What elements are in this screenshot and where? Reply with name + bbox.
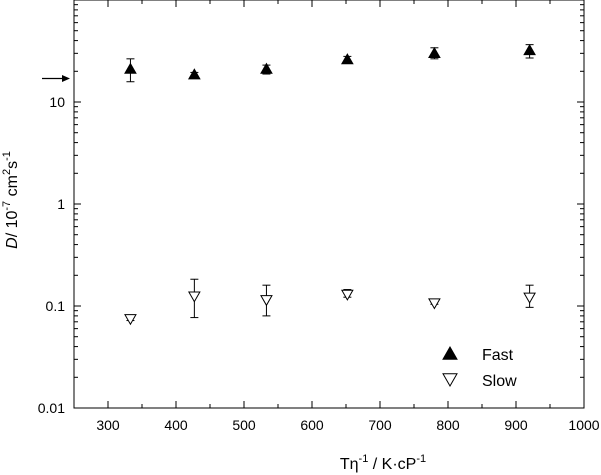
y-tick-label: 1 (57, 196, 65, 212)
marker-slow (340, 289, 354, 301)
data-series (124, 43, 536, 326)
x-tick-label: 800 (436, 417, 460, 433)
marker-slow (442, 373, 458, 388)
y-axis-title: D/ 10-7 cm2s-1 (1, 151, 21, 249)
marker-slow (523, 292, 536, 304)
x-axis-title: Tη-1 / K·cP-1 (340, 453, 426, 473)
arrow-head (62, 74, 70, 82)
marker-slow (124, 314, 137, 326)
legend-label-fast: Fast (482, 347, 514, 364)
marker-fast (187, 68, 201, 80)
marker-fast (340, 53, 354, 65)
marker-fast (124, 62, 137, 74)
marker-fast (523, 43, 536, 56)
marker-fast (428, 46, 441, 58)
marker-slow (260, 295, 273, 307)
y-tick-label: 0.01 (38, 400, 65, 416)
series-slow (124, 278, 536, 326)
x-tick-label: 1000 (568, 417, 599, 433)
reference-arrow (42, 74, 70, 82)
legend-label-slow: Slow (482, 373, 517, 390)
x-tick-label: 500 (232, 417, 256, 433)
series-fast (124, 43, 536, 83)
x-tick-label: 600 (300, 417, 324, 433)
x-tick-label: 900 (504, 417, 528, 433)
axis-ticks (73, 0, 585, 409)
marker-fast (260, 62, 273, 74)
legend: Fast Slow (442, 345, 517, 390)
marker-fast (442, 345, 458, 360)
x-tick-label: 400 (164, 417, 188, 433)
x-tick-label: 700 (368, 417, 392, 433)
marker-slow (428, 298, 441, 310)
x-tick-label: 300 (96, 417, 120, 433)
y-tick-label: 10 (49, 94, 65, 110)
tick-labels: 300 400 500 600 700 800 900 1000 0.01 0.1 1 10 (38, 94, 600, 433)
marker-slow (187, 291, 201, 303)
y-tick-label: 0.1 (46, 298, 66, 314)
